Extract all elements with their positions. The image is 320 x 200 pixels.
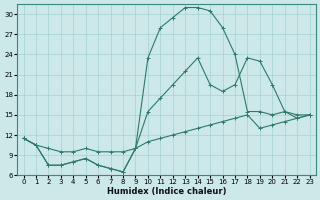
X-axis label: Humidex (Indice chaleur): Humidex (Indice chaleur) <box>107 187 226 196</box>
